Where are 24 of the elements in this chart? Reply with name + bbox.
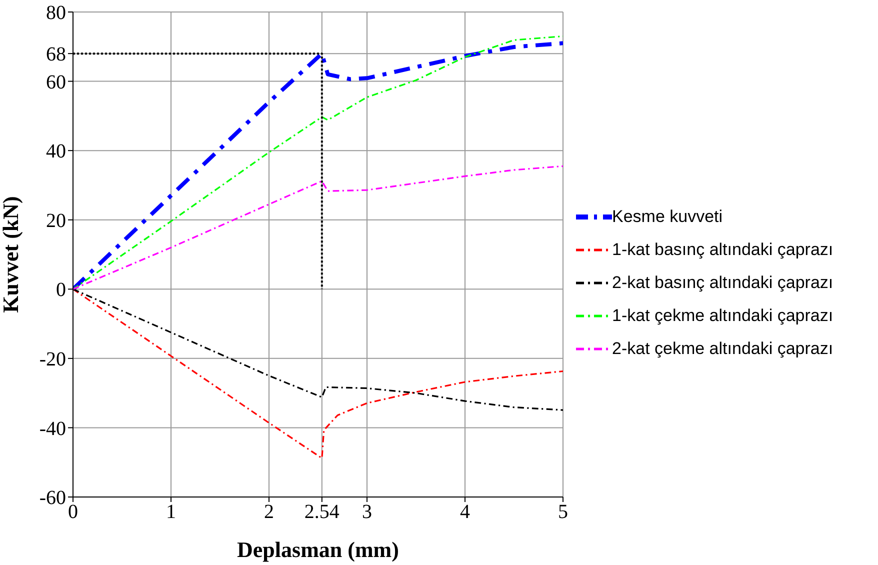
y-tick-label: 60 — [46, 71, 66, 94]
y-tick-label: 20 — [46, 210, 66, 232]
y-axis-title: Kuvvet (kN) — [0, 196, 23, 313]
legend-label: 1-kat çekme altındaki çaprazı — [612, 306, 834, 326]
legend-label: 2-kat basınç altındaki çaprazı — [612, 272, 834, 292]
legend-label: 1-kat basınç altındaki çaprazı — [612, 240, 834, 260]
y-tick-label: 80 — [46, 2, 66, 24]
x-tick-label: 2 — [264, 501, 274, 524]
y-tick-label: 40 — [46, 140, 66, 163]
line-series — [73, 165, 563, 290]
x-tick-label: 2.54 — [304, 501, 340, 524]
x-tick-label: 5 — [558, 501, 568, 524]
y-tick-label: -40 — [39, 418, 66, 440]
legend-label: 2-kat çekme altındaki çaprazı — [612, 338, 834, 358]
legend-label: Kesme kuvveti — [612, 206, 723, 226]
line-series — [73, 288, 563, 459]
x-tick-label: 4 — [460, 501, 470, 524]
y-tick-label: -60 — [39, 487, 66, 510]
y-tick-label: 0 — [56, 279, 66, 302]
y-tick-label: 68 — [46, 44, 66, 66]
x-tick-label: 1 — [166, 501, 176, 524]
x-tick-label: 3 — [362, 501, 372, 524]
y-tick-label: -20 — [39, 348, 66, 371]
x-axis-title: Deplasman (mm) — [237, 537, 399, 562]
